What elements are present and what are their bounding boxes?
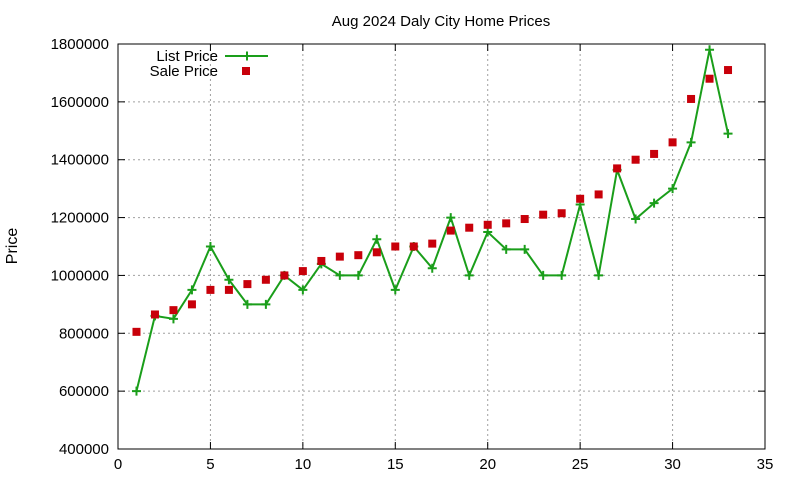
sale-price-point <box>224 285 233 294</box>
sale-price-point <box>372 248 381 257</box>
y-tick-label: 1800000 <box>51 36 109 53</box>
y-tick-label: 800000 <box>59 325 109 342</box>
sale-price-point <box>724 66 733 75</box>
grid-lines <box>118 44 765 449</box>
y-axis-label: Price <box>4 228 21 265</box>
sale-price-point <box>261 275 270 284</box>
list-price-point <box>242 299 252 309</box>
list-price-point <box>131 386 141 396</box>
sale-price-point <box>483 220 492 229</box>
sale-price-point <box>520 215 529 224</box>
sale-price-point <box>465 223 474 232</box>
sale-price-point <box>705 74 714 83</box>
sale-price-point <box>502 219 511 228</box>
y-tick-label: 400000 <box>59 441 109 458</box>
x-tick-label: 0 <box>114 456 122 473</box>
x-tick-label: 25 <box>572 456 589 473</box>
plot-frame <box>117 43 766 450</box>
sale-price-point <box>243 280 252 289</box>
y-tick-label: 1600000 <box>51 94 109 111</box>
x-tick-label: 20 <box>479 456 496 473</box>
legend-label-sale-price: Sale Price <box>150 63 218 80</box>
sale-price-point <box>668 138 677 147</box>
list-price-point <box>372 234 382 244</box>
list-price-point <box>594 270 604 280</box>
sale-price-point <box>687 94 696 103</box>
list-price-point <box>298 285 308 295</box>
sale-price-point <box>391 242 400 251</box>
list-price-point <box>668 184 678 194</box>
list-price-point <box>631 214 641 224</box>
y-tick-label: 600000 <box>59 383 109 400</box>
list-price-point <box>520 244 530 254</box>
sale-price-point <box>150 310 159 319</box>
sale-price-point <box>206 285 215 294</box>
sale-price-point <box>280 271 289 280</box>
legend-marker-list-price <box>242 51 252 61</box>
sale-price-point <box>132 327 141 336</box>
x-tick-label: 5 <box>206 456 214 473</box>
list-price-point <box>723 129 733 139</box>
list-price-point <box>187 285 197 295</box>
legend-marker-sale-price <box>242 67 250 75</box>
list-price-point <box>705 45 715 55</box>
list-price-line <box>135 49 730 392</box>
sale-price-point <box>409 242 418 251</box>
sale-price-point <box>594 190 603 199</box>
list-price-point <box>335 270 345 280</box>
tick-labels: 0 5 10 15 20 25 30 35 400000 600000 800000 1000000 1… <box>51 36 774 473</box>
axis-ticks <box>117 43 766 450</box>
chart-title: Aug 2024 Daly City Home Prices <box>332 13 550 30</box>
sale-price-point <box>169 306 178 315</box>
legend-label-list-price: List Price <box>156 48 218 65</box>
sale-price-point <box>631 155 640 164</box>
list-price-point <box>205 242 215 251</box>
y-tick-label: 1400000 <box>51 152 109 169</box>
sale-price-point <box>613 164 622 173</box>
list-price-point <box>538 270 548 280</box>
x-tick-label: 35 <box>757 456 774 473</box>
list-price-point <box>501 244 511 254</box>
sale-price-point <box>428 239 437 248</box>
list-price-point <box>483 227 493 237</box>
sale-price-point <box>650 149 659 158</box>
sale-price-point <box>576 194 585 203</box>
sale-price-point <box>298 267 307 276</box>
sale-price-point <box>557 209 566 218</box>
y-tick-label: 1000000 <box>51 267 109 284</box>
list-price-point <box>261 299 271 309</box>
list-price-point <box>464 270 474 280</box>
list-price-point <box>686 137 696 147</box>
x-tick-label: 10 <box>295 456 312 473</box>
sale-price-point <box>539 210 548 219</box>
sale-price-point <box>446 226 455 235</box>
x-tick-label: 15 <box>387 456 404 473</box>
sale-price-point <box>354 251 363 260</box>
list-price-point <box>390 285 400 295</box>
sale-price-point <box>187 300 196 309</box>
legend: List Price Sale Price <box>150 48 268 80</box>
list-price-point <box>446 213 456 223</box>
list-price-point <box>168 314 178 324</box>
list-price-point <box>649 198 659 208</box>
sale-price-point <box>335 252 344 261</box>
series-layer <box>131 45 733 396</box>
list-price-point <box>427 263 437 273</box>
list-price-point <box>353 270 363 280</box>
list-price-point <box>557 270 567 280</box>
y-tick-label: 1200000 <box>51 210 109 227</box>
sale-price-point <box>317 256 326 265</box>
x-tick-label: 30 <box>664 456 681 473</box>
list-price-point <box>224 275 234 285</box>
